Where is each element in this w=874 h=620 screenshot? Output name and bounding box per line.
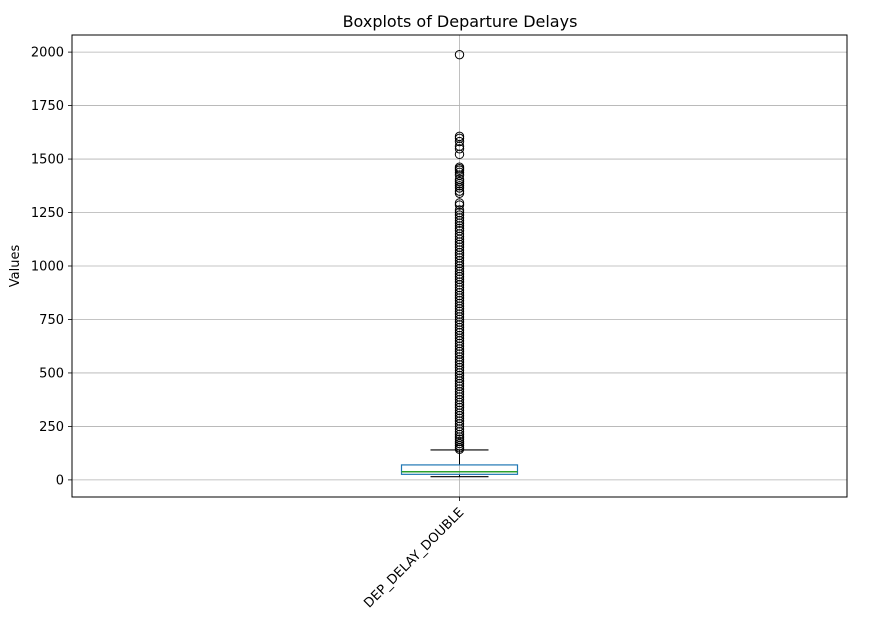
outlier-point bbox=[454, 186, 465, 196]
outlier-point bbox=[454, 176, 465, 187]
outlier-point bbox=[454, 167, 465, 178]
y-tick-label: 1750 bbox=[31, 99, 64, 114]
outlier-point bbox=[454, 215, 465, 226]
y-tick-label: 750 bbox=[39, 313, 64, 328]
outlier-point bbox=[454, 178, 465, 189]
outlier-point bbox=[454, 198, 465, 208]
y-tick-label: 250 bbox=[39, 420, 64, 435]
outlier-point bbox=[454, 440, 465, 451]
x-axis-ticks: DEP_DELAY_DOUBLE bbox=[361, 497, 467, 611]
outlier-point bbox=[454, 200, 465, 210]
outlier-layer bbox=[454, 49, 465, 455]
outlier-point bbox=[454, 429, 465, 440]
outlier-point bbox=[454, 165, 465, 175]
chart-title: Boxplots of Departure Delays bbox=[343, 12, 578, 31]
y-axis-label: Values bbox=[8, 245, 23, 288]
outlier-point bbox=[454, 136, 465, 147]
outlier-point bbox=[454, 183, 465, 193]
x-tick-label: DEP_DELAY_DOUBLE bbox=[361, 505, 467, 611]
y-tick-label: 0 bbox=[56, 473, 64, 488]
outlier-point bbox=[454, 144, 465, 154]
y-tick-label: 2000 bbox=[31, 46, 64, 61]
outlier-point bbox=[454, 181, 465, 191]
outlier-point bbox=[454, 49, 465, 60]
y-tick-label: 1500 bbox=[31, 153, 64, 168]
y-tick-label: 500 bbox=[39, 366, 64, 381]
y-tick-label: 1250 bbox=[31, 206, 64, 221]
outlier-point bbox=[454, 188, 465, 198]
outlier-point bbox=[454, 444, 465, 455]
outlier-point bbox=[454, 427, 465, 437]
outlier-point bbox=[454, 149, 465, 160]
outlier-point bbox=[454, 218, 465, 228]
iqr-box bbox=[400, 464, 519, 475]
outlier-point bbox=[454, 438, 465, 449]
y-tick-label: 1000 bbox=[31, 260, 64, 275]
y-axis-ticks: 0 250 500 750 1000 1250 1500 1750 2000 bbox=[31, 46, 72, 488]
